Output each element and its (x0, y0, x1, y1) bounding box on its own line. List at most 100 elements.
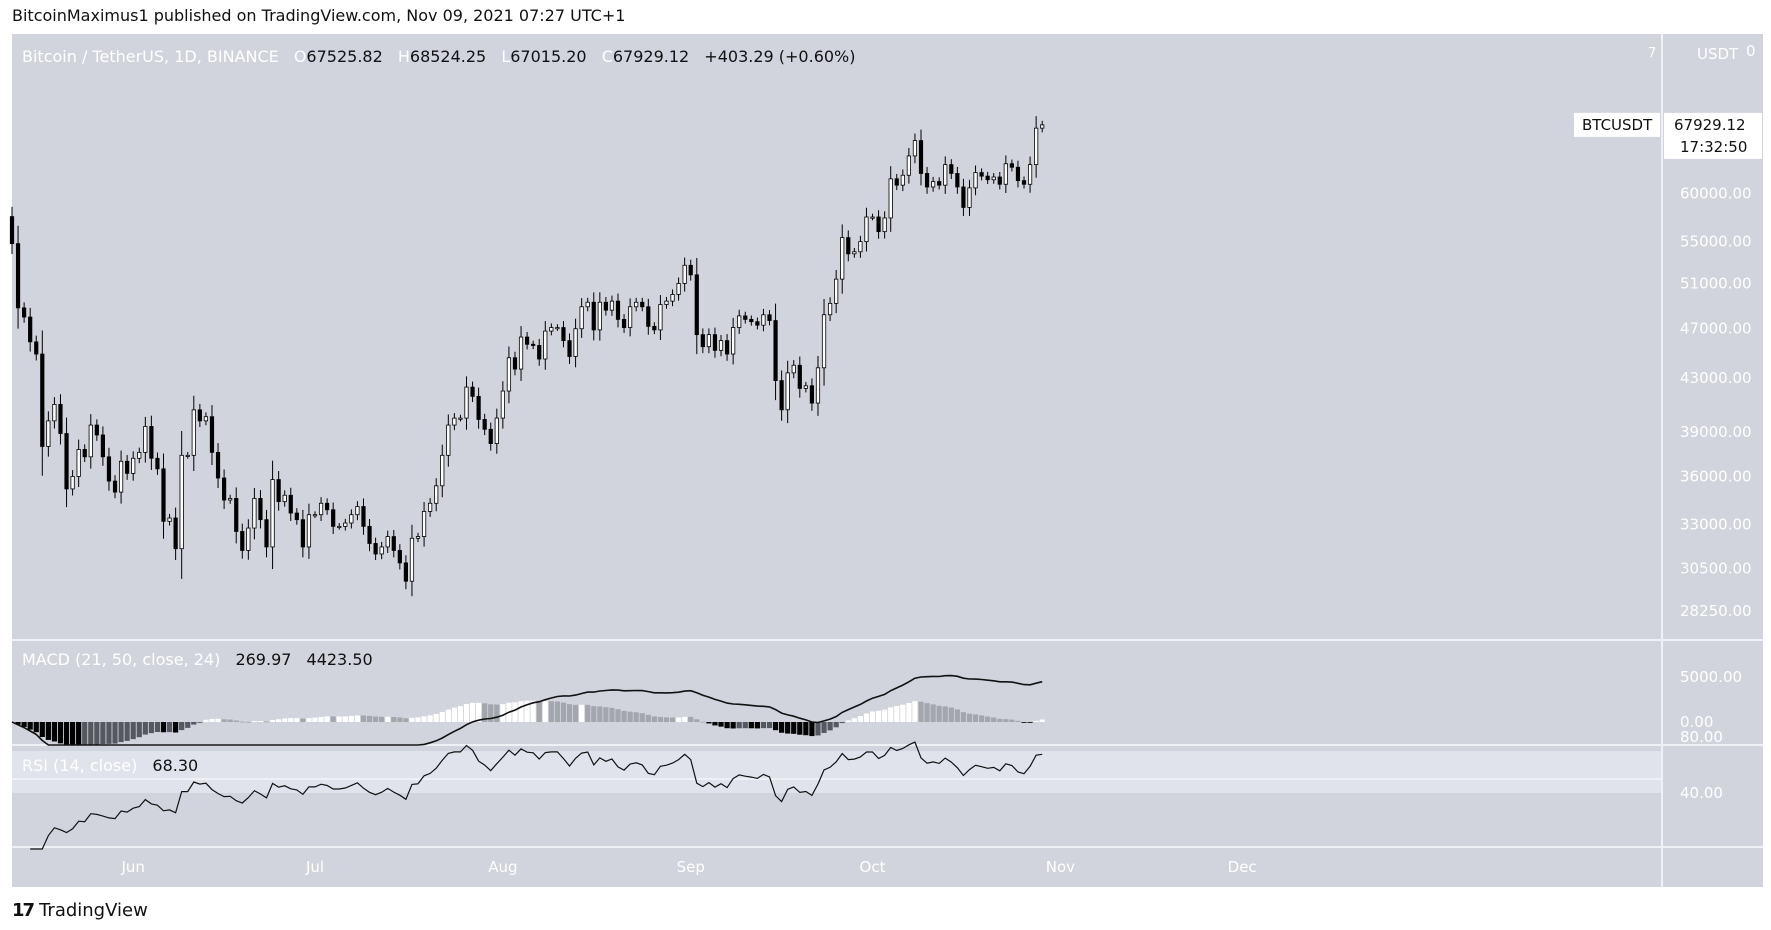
price-candle (918, 129, 924, 186)
macd-histogram-bar (736, 722, 742, 729)
macd-histogram-bar (742, 722, 748, 729)
price-pane[interactable] (12, 34, 1662, 640)
price-candle (621, 314, 627, 333)
macd-histogram-bar (833, 722, 839, 728)
price-candle (252, 488, 257, 540)
macd-histogram-bar (476, 702, 482, 722)
price-candle (34, 335, 39, 361)
price-candle (828, 297, 833, 322)
macd-histogram-bar (185, 722, 191, 728)
macd-histogram-bar (312, 717, 318, 722)
legend-o-label: O (294, 47, 307, 66)
macd-histogram-bar (785, 722, 791, 734)
macd-histogram-bar (809, 722, 815, 737)
price-candle (446, 414, 451, 467)
macd-histogram-bar (609, 707, 615, 722)
macd-histogram-bar (669, 717, 676, 722)
brand-name[interactable]: TradingView (39, 900, 148, 921)
macd-pane[interactable] (12, 640, 1662, 745)
macd-histogram-bar (512, 702, 518, 722)
price-candle (864, 207, 869, 252)
macd-histogram-bar (900, 704, 906, 722)
price-candle (664, 296, 669, 309)
macd-histogram-bar (688, 716, 694, 722)
macd-histogram-bar (282, 718, 288, 722)
price-candle (112, 475, 118, 499)
macd-histogram-bar (336, 716, 342, 722)
macd-histogram-bar (106, 722, 112, 744)
price-candle (421, 502, 427, 547)
price-candle (894, 173, 899, 191)
macd-histogram-bar (251, 721, 257, 722)
price-candle (300, 509, 305, 558)
macd-histogram-bar (1009, 719, 1015, 722)
macd-histogram-bar (148, 722, 154, 734)
macd-histogram-bar (621, 710, 627, 722)
rsi-band (12, 751, 1662, 793)
price-candle (203, 412, 209, 426)
price-candle (767, 310, 772, 326)
price-candle (937, 177, 942, 190)
time-axis-tick: Oct (860, 858, 886, 876)
macd-histogram-bar (469, 702, 476, 722)
macd-histogram-bar (991, 717, 997, 722)
macd-histogram-bar (676, 717, 682, 722)
macd-histogram-bar (482, 703, 488, 722)
macd-histogram-bar (979, 715, 985, 722)
macd-histogram-bar (45, 722, 51, 740)
macd-histogram-bar (166, 722, 173, 733)
macd-histogram-bar (548, 701, 554, 722)
macd-histogram-bar (651, 716, 657, 722)
price-candle (809, 378, 815, 411)
price-candle (997, 171, 1002, 190)
time-axis-tick: Dec (1228, 858, 1257, 876)
price-candle (846, 230, 851, 262)
price-candle (385, 530, 390, 553)
macd-histogram-bar (682, 716, 688, 722)
price-candle (9, 206, 15, 254)
macd-histogram-bar (760, 722, 767, 729)
macd-histogram-bar (330, 716, 336, 722)
price-candle (688, 259, 693, 281)
macd-histogram-bar (706, 722, 712, 724)
macd-histogram-bar (409, 717, 415, 722)
price-candle (506, 346, 512, 404)
macd-histogram-bar (427, 715, 433, 722)
macd-histogram-bar (1021, 722, 1027, 723)
svg-text:Bitcoin / TetherUS, 1D, BINANC: Bitcoin / TetherUS, 1D, BINANCE O67525.8… (22, 47, 856, 66)
price-candle (1034, 116, 1039, 178)
macd-histogram-bar (191, 722, 197, 725)
price-candle (349, 509, 354, 529)
price-candle (64, 417, 69, 508)
macd-histogram-bar (21, 722, 27, 727)
macd-histogram-bar (875, 710, 882, 722)
rsi-axis-tick: 40.00 (1680, 784, 1723, 802)
price-candle (191, 395, 196, 472)
macd-histogram-bar (130, 722, 136, 740)
macd-legend-v1: 269.97 (235, 650, 291, 669)
price-axis-tick: 33000.00 (1680, 516, 1752, 534)
macd-histogram-bar (779, 722, 785, 733)
price-candle (840, 224, 845, 294)
svg-text:RSI (14, close) 68.30: RSI (14, close) 68.30 (22, 756, 198, 775)
time-axis[interactable] (12, 847, 1662, 887)
rsi-legend-value: 68.30 (152, 756, 198, 775)
macd-histogram-bar (724, 722, 730, 729)
macd-histogram-bar (288, 718, 294, 722)
macd-histogram-bar (857, 716, 863, 722)
macd-histogram-bar (415, 717, 421, 722)
macd-histogram-bar (894, 705, 900, 722)
macd-histogram-bar (882, 709, 888, 722)
price-axis[interactable] (1662, 34, 1763, 887)
macd-histogram-bar (112, 722, 118, 744)
price-candle (961, 178, 966, 217)
price-candle (137, 447, 142, 464)
price-candle (518, 326, 524, 381)
price-candle (215, 443, 221, 488)
price-candle (755, 317, 760, 330)
macd-histogram-bar (403, 718, 409, 722)
price-candle (773, 303, 778, 401)
price-candle (724, 334, 730, 361)
price-candle (434, 478, 439, 512)
